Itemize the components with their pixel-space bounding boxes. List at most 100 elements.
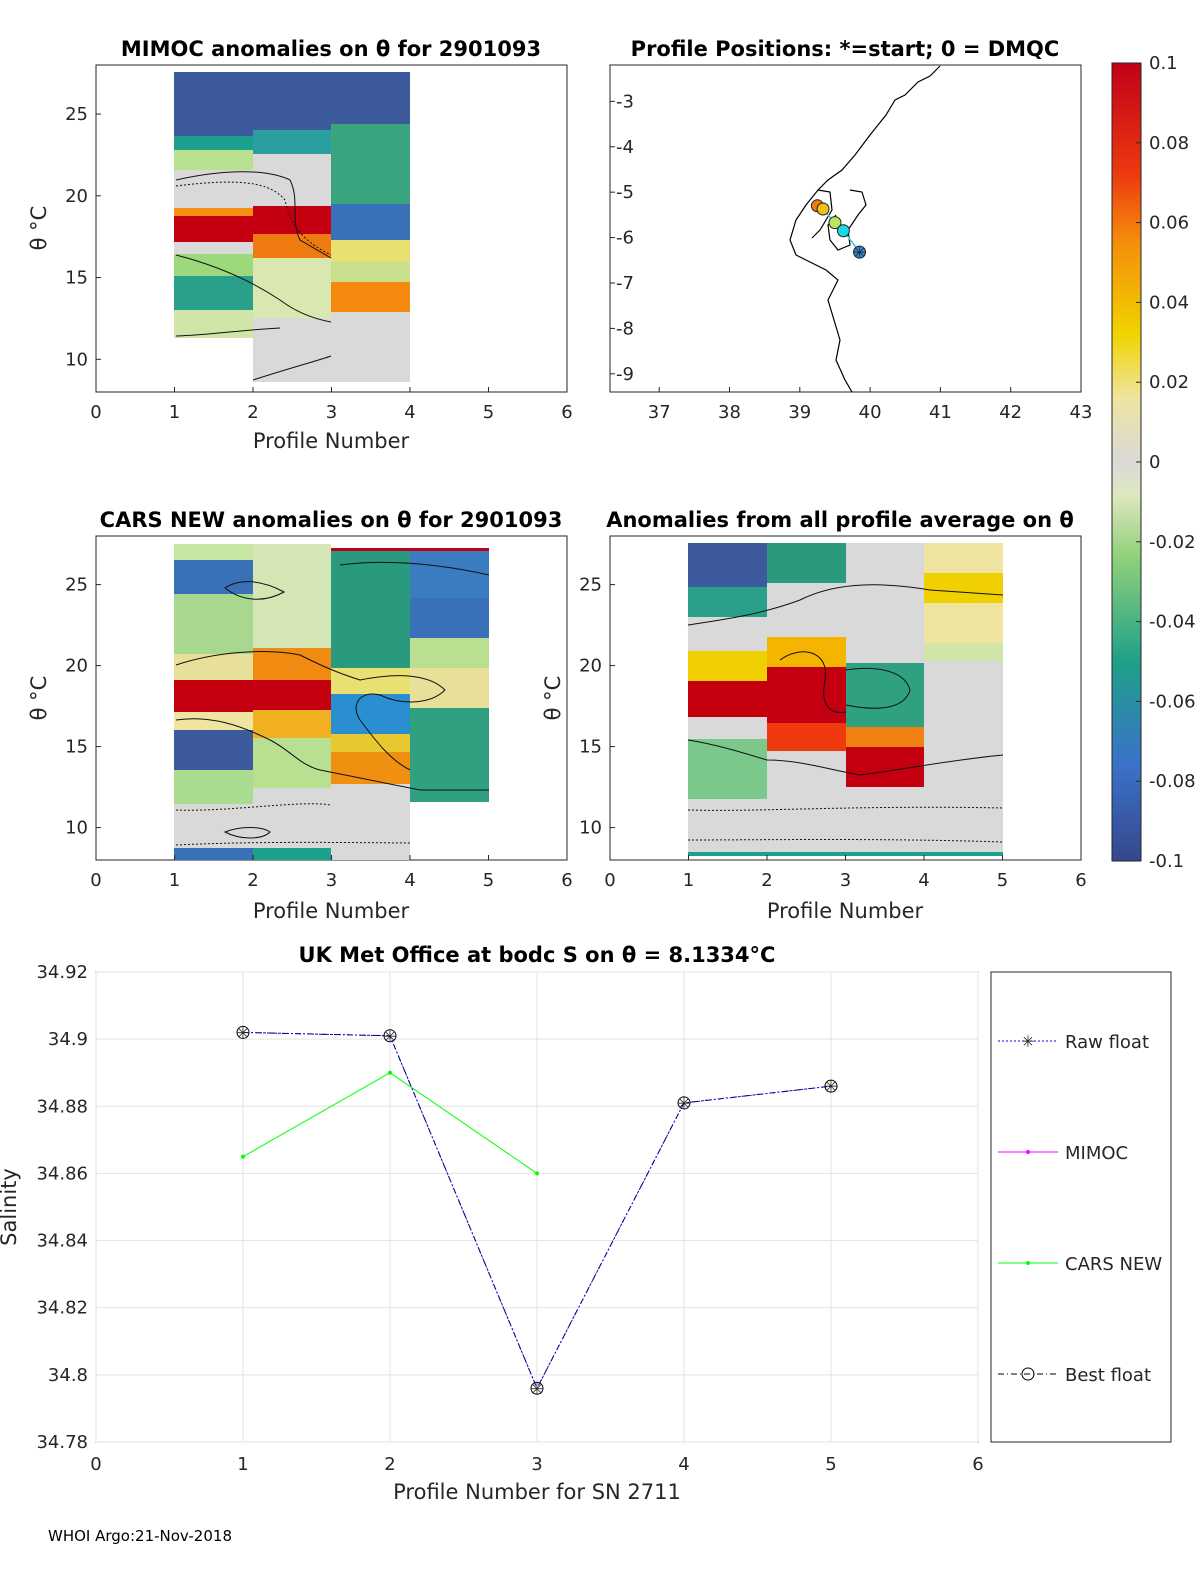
avg-xtick-label: 6 (1075, 870, 1086, 891)
legend-raw-label: Raw float (1065, 1032, 1149, 1053)
cars-point (388, 1070, 392, 1075)
positions-xtick-label: 40 (859, 402, 882, 423)
legend-best-marker (1021, 1367, 1035, 1381)
salinity-title: UK Met Office at bodc S on θ = 8.1334°C (299, 943, 776, 967)
profile-position-marker (816, 202, 830, 216)
salinity-ytick-label: 34.86 (36, 1163, 88, 1184)
positions-ytick-label: -3 (616, 91, 634, 112)
mimoc-ytick-label: 15 (65, 268, 88, 289)
best-float-point (677, 1096, 691, 1110)
legend-cars-label: CARS NEW (1065, 1254, 1162, 1275)
cars-heatmap (174, 544, 489, 860)
salinity-ytick-label: 34.84 (36, 1231, 88, 1252)
cars-xtick-label: 5 (483, 870, 494, 891)
cars-ytick-label: 20 (65, 656, 88, 677)
avg-xlabel: Profile Number (767, 899, 924, 923)
cars-xlabel: Profile Number (253, 899, 410, 923)
avg-ytick-label: 20 (579, 656, 602, 677)
start-asterisk: ✳ (853, 243, 866, 262)
cars-xtick-label: 3 (326, 870, 337, 891)
positions-xtick-label: 41 (929, 402, 952, 423)
positions-ytick-label: -5 (616, 182, 634, 203)
legend-entry-cars: CARS NEW (998, 1254, 1162, 1275)
positions-ytick-label: -8 (616, 318, 634, 339)
cars-ylabel: θ °C (27, 676, 51, 721)
salinity-ytick-label: 34.9 (48, 1029, 88, 1050)
mimoc-xtick-label: 4 (404, 402, 415, 423)
legend-cars-marker (1026, 1261, 1030, 1265)
colorbar-tick-label: -0.06 (1149, 691, 1196, 712)
colorbar-tick-label: 0.06 (1149, 213, 1189, 234)
mimoc-xtick-label: 3 (326, 402, 337, 423)
series-line-best (242, 1031, 832, 1390)
colorbar-tick-label: 0.04 (1149, 292, 1189, 313)
positions-xtick-label: 42 (999, 402, 1022, 423)
mimoc-xtick-label: 2 (247, 402, 258, 423)
position-markers: ✳ (810, 199, 867, 262)
avg-title: Anomalies from all profile average on θ (606, 508, 1074, 532)
avg-ytick-label: 25 (579, 575, 602, 596)
footer-text: WHOI Argo:21-Nov-2018 (48, 1527, 232, 1545)
avg-xtick-label: 0 (604, 870, 615, 891)
positions-xtick-label: 38 (718, 402, 741, 423)
positions-ytick-label: -9 (616, 364, 634, 385)
cars-title: CARS NEW anomalies on θ for 2901093 (100, 508, 563, 532)
cars-xtick-label: 2 (247, 870, 258, 891)
profile-position-marker (828, 216, 842, 230)
colorbar-tick-label: -0.02 (1149, 532, 1196, 553)
cars-xtick-label: 0 (90, 870, 101, 891)
cars-xtick-label: 1 (169, 870, 180, 891)
mimoc-panel (95, 64, 568, 393)
mimoc-xlabel: Profile Number (253, 429, 410, 453)
profile-position-marker (836, 224, 850, 238)
colorbar-gradient (1111, 62, 1142, 862)
positions-ytick-label: -6 (616, 228, 634, 249)
colorbar-tick-label: -0.1 (1149, 851, 1184, 872)
avg-ytick-label: 10 (579, 818, 602, 839)
salinity-xtick-label: 6 (972, 1454, 983, 1475)
salinity-xtick-label: 5 (825, 1454, 836, 1475)
colorbar-tick-label: 0 (1149, 452, 1160, 473)
colorbar-tick-label: 0.02 (1149, 372, 1189, 393)
colorbar: 0.1 0.08 0.06 0.04 0.02 0 -0.02 -0.04 -0.06 -0.08… (1111, 53, 1196, 872)
legend-raw-marker: ✳ (1021, 1032, 1034, 1051)
avg-xtick-label: 5 (997, 870, 1008, 891)
salinity-xtick-label: 4 (678, 1454, 689, 1475)
mimoc-contours (175, 171, 332, 381)
raw-float-point: ✳ (677, 1094, 690, 1113)
cars-xtick-label: 6 (561, 870, 572, 891)
salinity-ytick-label: 34.92 (36, 962, 88, 983)
salinity-xlabel: Profile Number for SN 2711 (393, 1480, 681, 1504)
salinity-ytick-label: 34.82 (36, 1298, 88, 1319)
mimoc-xtick-label: 5 (483, 402, 494, 423)
mimoc-ytick-label: 10 (65, 349, 88, 370)
colorbar-tick-label: 0.08 (1149, 133, 1189, 154)
mimoc-xtick-label: 1 (169, 402, 180, 423)
profile-position-marker (853, 245, 867, 259)
cars-point (241, 1154, 245, 1159)
positions-title: Profile Positions: *=start; 0 = DMQC (631, 37, 1060, 61)
best-float-point (824, 1079, 838, 1093)
mimoc-xtick-label: 0 (90, 402, 101, 423)
legend-entry-mimoc: MIMOC (998, 1143, 1128, 1164)
positions-xtick-label: 37 (648, 402, 671, 423)
mimoc-ytick-label: 20 (65, 186, 88, 207)
mimoc-title: MIMOC anomalies on θ for 2901093 (121, 37, 541, 61)
mimoc-heatmap (174, 72, 410, 382)
series-line-raw (242, 1031, 832, 1390)
legend: ✳ Raw float MIMOC CARS NEW Best float (990, 971, 1172, 1443)
positions-xtick-label: 39 (788, 402, 811, 423)
cars-contours (175, 561, 490, 846)
mimoc-ylabel: θ °C (27, 206, 51, 251)
avg-xtick-label: 4 (918, 870, 929, 891)
colorbar-tick-label: 0.1 (1149, 53, 1178, 74)
raw-float-point: ✳ (236, 1023, 249, 1042)
legend-mimoc-label: MIMOC (1065, 1143, 1128, 1164)
salinity-ylabel: Salinity (0, 1168, 21, 1246)
salinity-ytick-label: 34.78 (36, 1432, 88, 1453)
positions-ytick-label: -4 (616, 137, 634, 158)
salinity-ytick-label: 34.8 (48, 1365, 88, 1386)
cars-xtick-label: 4 (404, 870, 415, 891)
